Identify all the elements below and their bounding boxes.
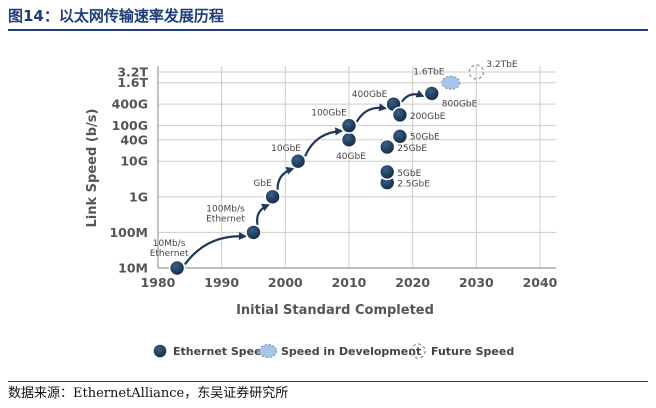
label-800gbe: 800GbE [442,99,478,109]
trend-arrow [256,203,270,226]
label-gbe: GbE [253,179,272,189]
legend-label-ethernet-speed: Ethernet Speed [173,345,269,358]
figure-title: 图14：以太网传输速率发展历程 [8,7,224,25]
label-400gbe: 400GbE [352,90,388,100]
trend-arrows [183,89,425,266]
legend-swatch-ethernet-speed [152,343,168,359]
y-axis-title: Link Speed (b/s) [85,109,100,228]
y-tick-label: 1G [129,189,148,204]
legend-swatch-future [410,343,426,359]
trend-arrow [276,166,295,190]
x-tick-label: 2040 [523,275,558,290]
point-3-2tbe [468,64,485,80]
point-10gbe [289,152,307,170]
point-gbe [264,188,281,206]
point-25gbe [378,138,396,156]
label-3-2tbe: 3.2TbE [486,60,518,70]
point-10mb-s-ethernet [168,259,186,277]
label-100gbe: 100GbE [311,109,347,119]
trend-arrow [355,103,387,123]
label-100mb-s-ethernet: 100Mb/s Ethernet [206,204,245,224]
legend-label-future-speed: Future Speed [431,345,514,358]
ethernet-speed-chart: 10Mb/s Ethernet 100Mb/s Ethernet GbE 10GbE 40G… [85,60,558,359]
label-1-6tbe: 1.6TbE [413,68,445,78]
label-50gbe: 50GbE [410,132,440,142]
point-labels: 10Mb/s Ethernet 100Mb/s Ethernet GbE 10GbE 40G… [150,60,518,259]
y-tick-label: 100M [109,225,148,240]
label-40gbe: 40GbE [336,152,366,162]
y-tick-label: 100G [112,118,148,133]
trend-arrow [304,127,344,157]
y-tick-label: 40G [120,132,148,147]
label-10gbe: 10GbE [271,144,301,154]
y-tick-label: 10M [118,261,148,276]
point-100mb-s-ethernet [245,224,262,241]
label-200gbe: 200GbE [410,112,446,122]
y-tick-label: 3.2T [117,65,148,80]
trend-arrow [400,89,425,103]
y-tick-label: 1.6T [117,75,148,90]
legend: Ethernet Speed Speed in Development Future… [152,343,514,359]
title-rule [8,29,648,31]
x-tick-label: 2030 [459,275,494,290]
label-5gbe: 5GbE [397,169,421,179]
label-2-5gbe: 2.5GbE [397,180,430,190]
data-points [168,64,485,277]
y-tick-label: 10G [120,154,148,169]
grid [157,66,556,269]
label-10mb-s-ethernet: 10Mb/s Ethernet [150,239,189,259]
point-50gbe [391,128,409,145]
x-tick-label: 2000 [268,275,303,290]
point-800gbe [423,85,441,102]
point-1-6tbe [441,75,461,90]
point-5gbe [378,163,396,181]
source-note: 数据来源：EthernetAlliance，东吴证券研究所 [8,386,289,401]
point-100gbe [340,117,358,134]
legend-label-speed-in-development: Speed in Development [281,345,421,358]
x-tick-label: 1980 [141,275,176,290]
y-tick-label: 400G [112,97,148,112]
legend-swatch-development [259,344,277,358]
x-tick-label: 2010 [332,275,367,290]
x-tick-label: 2020 [395,275,430,290]
label-25gbe: 25GbE [397,144,427,154]
trend-arrow [183,232,247,266]
x-tick-label: 1990 [204,275,239,290]
point-40gbe [340,131,358,149]
source-rule [8,381,648,382]
point-200gbe [391,106,409,124]
x-axis-title: Initial Standard Completed [236,303,434,318]
